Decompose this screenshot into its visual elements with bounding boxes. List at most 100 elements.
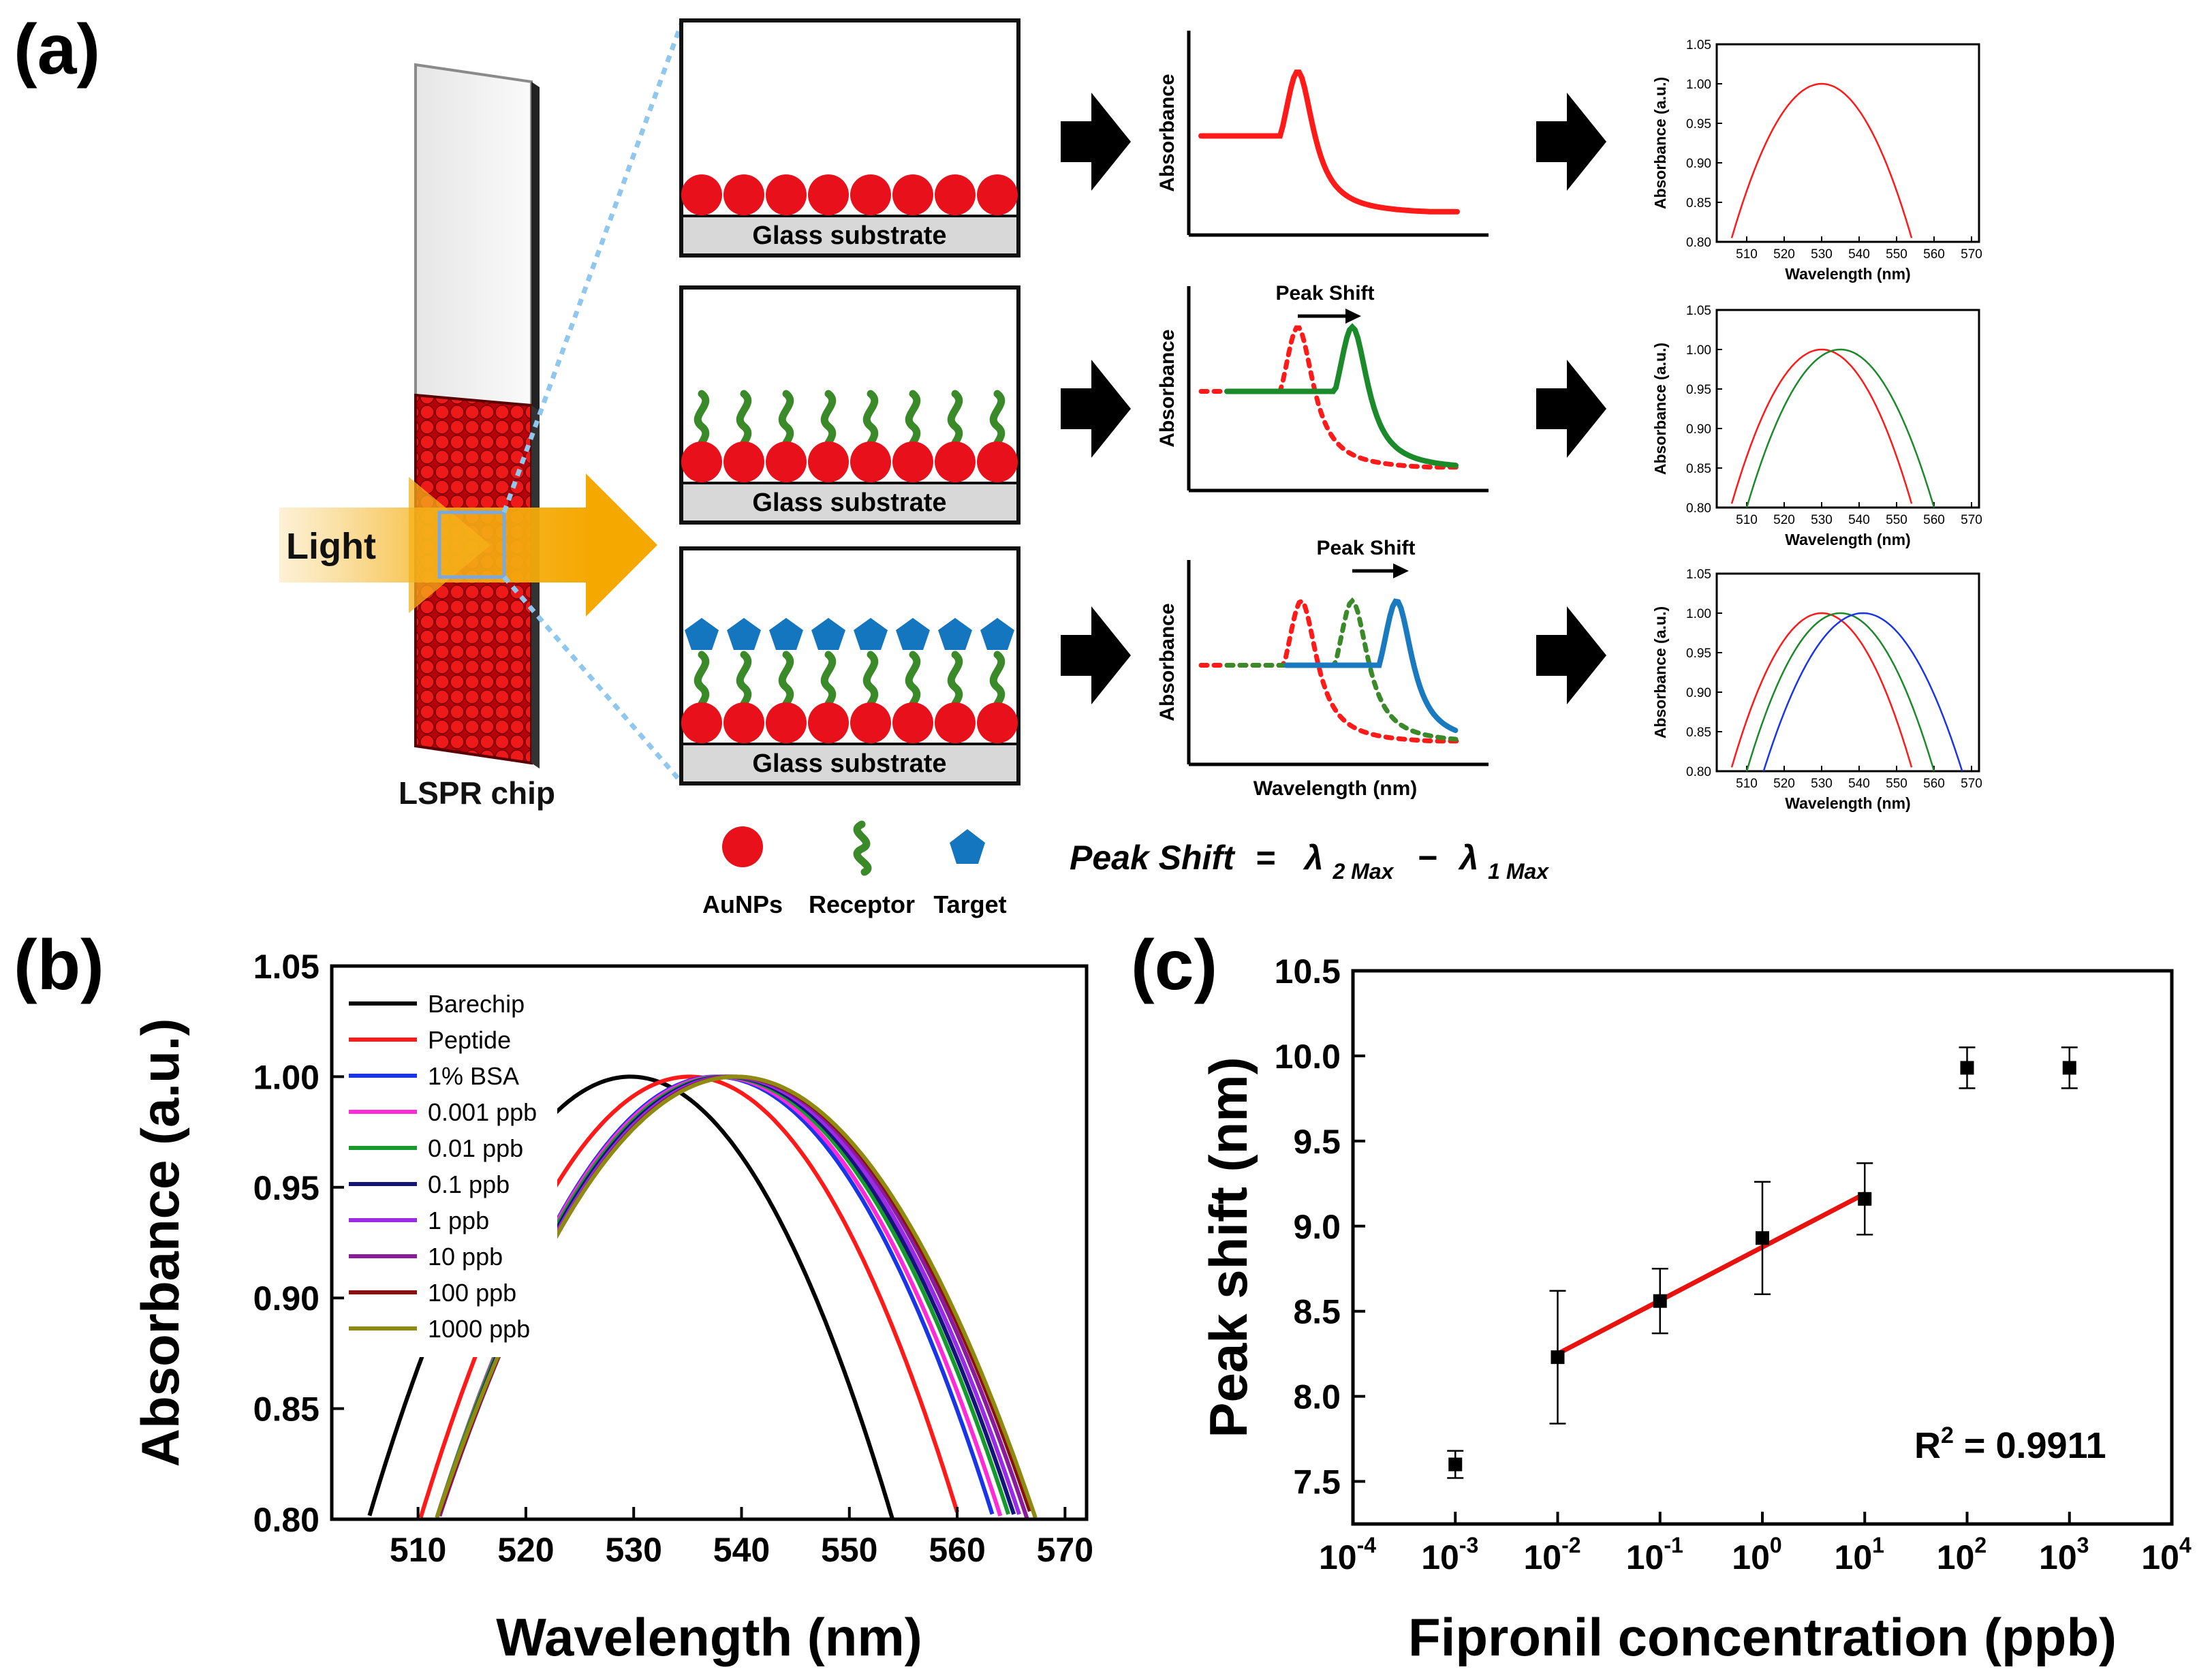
aunp-particle — [892, 702, 933, 743]
data-point-6 — [1960, 1061, 1974, 1075]
aunp-particle — [766, 441, 807, 482]
mini-absorbance-label: Absorbance — [1156, 74, 1179, 191]
y-tick-label: 0.85 — [253, 1390, 320, 1429]
small-y-tick-label: 1.05 — [1686, 38, 1711, 52]
r-squared-annotation: R2 = 0.9911 — [1914, 1422, 2106, 1466]
small-plot-frame — [1715, 572, 1980, 773]
chip-label: LSPR chip — [399, 775, 555, 811]
panel-label-b: (b) — [14, 926, 104, 1005]
chart-b-legend: Barechip Peptide 1% BSA 0.001 ppb 0.01 ppb 0.… — [341, 976, 557, 1357]
target-molecule — [854, 618, 888, 650]
legend-aunps: AuNPs — [702, 890, 783, 918]
legend-label-6: 0.1 ppb — [428, 1170, 510, 1198]
legend-label-5: 0.01 ppb — [428, 1134, 523, 1162]
data-point-5 — [1858, 1192, 1872, 1206]
target-molecule — [727, 618, 761, 650]
small-y-tick-label: 0.95 — [1686, 647, 1711, 661]
panel-label-c: (c) — [1131, 926, 1217, 1005]
data-point-4 — [1756, 1231, 1769, 1245]
aunp-particle — [977, 702, 1018, 743]
small-x-tick-label: 560 — [1923, 513, 1945, 527]
small-y-tick-label: 0.90 — [1686, 157, 1711, 171]
x-tick-label: 560 — [929, 1531, 985, 1569]
aunp-particle — [977, 441, 1018, 482]
small-y-tick-label: 0.85 — [1686, 726, 1711, 740]
small-x-tick-label: 550 — [1886, 513, 1907, 527]
x-tick-exponent: -4 — [1357, 1533, 1377, 1557]
panel-label-a: (a) — [14, 10, 100, 89]
small-y-tick-label: 0.95 — [1686, 383, 1711, 397]
mini-wavelength-label: Wavelength (nm) — [1253, 777, 1418, 800]
r2-prefix: R — [1914, 1425, 1941, 1466]
legend-label-8: 10 ppb — [428, 1243, 503, 1271]
small-x-tick-label: 540 — [1848, 247, 1870, 262]
x-tick-base: 10 — [1937, 1538, 1975, 1576]
aunp-particle — [892, 441, 933, 482]
x-tick-base: 10 — [1421, 1538, 1459, 1576]
x-tick-base: 10 — [1319, 1538, 1357, 1576]
y-tick-label: 0.90 — [253, 1279, 320, 1318]
small-plot-frame — [1715, 43, 1980, 243]
x-tick-label: 10-4 — [1319, 1533, 1376, 1576]
zoom-line-bottom — [502, 575, 683, 784]
aunp-particle — [723, 174, 764, 215]
legend-target: Target — [933, 890, 1006, 918]
target-molecule — [980, 618, 1014, 650]
x-tick-base: 10 — [1835, 1538, 1873, 1576]
small-x-axis-label: Wavelength (nm) — [1785, 531, 1910, 548]
target-molecule — [938, 618, 972, 650]
aunp-particle — [892, 174, 933, 215]
small-x-tick-label: 570 — [1961, 247, 1982, 262]
chart-b-frame — [330, 964, 1089, 1521]
mini-curve-green-dotted — [1224, 597, 1459, 742]
small-x-tick-label: 510 — [1736, 777, 1758, 791]
small-x-tick-label: 520 — [1773, 247, 1795, 262]
x-tick-label: 10-1 — [1626, 1533, 1683, 1576]
x-tick-exponent: 1 — [1872, 1533, 1884, 1557]
aunp-particle — [808, 441, 849, 482]
peak-shift-equation: Peak Shift = λ 2 Max − λ 1 Max — [1070, 839, 1549, 886]
small-y-axis-label: Absorbance (a.u.) — [1651, 77, 1669, 209]
legend-label-1: Barechip — [428, 990, 525, 1018]
glass-substrate-label: Glass substrate — [752, 221, 946, 250]
y-axis-label: Peak shift (nm) — [1198, 1057, 1258, 1437]
small-x-tick-label: 530 — [1811, 247, 1833, 262]
mini-spectrum-1: Absorbance — [1156, 31, 1489, 237]
small-x-axis-label: Wavelength (nm) — [1785, 794, 1910, 812]
glass-layer — [683, 744, 1016, 781]
x-tick-exponent: 2 — [1974, 1533, 1987, 1557]
y-axis-label: Absorbance (a.u.) — [130, 1018, 190, 1467]
process-arrow-5 — [1536, 360, 1606, 458]
aunp-icon — [722, 826, 763, 867]
small-curve-2 — [1745, 612, 1935, 772]
x-tick-label: 10-2 — [1523, 1533, 1580, 1576]
small-curve-3 — [1762, 612, 1963, 772]
small-x-tick-label: 560 — [1923, 777, 1945, 791]
mini-curve-blue — [1283, 598, 1459, 733]
small-y-tick-label: 0.80 — [1686, 236, 1711, 250]
data-point-3 — [1653, 1294, 1667, 1308]
small-curve-2 — [1745, 348, 1935, 508]
y-tick-label: 9.0 — [1293, 1208, 1341, 1246]
mini-curve-red-dotted — [1198, 597, 1460, 744]
aunp-particle — [935, 702, 976, 743]
glass-substrate-label: Glass substrate — [752, 749, 946, 778]
small-y-tick-label: 1.00 — [1686, 607, 1711, 621]
peak-shift-label: Peak Shift — [1316, 537, 1415, 559]
x-axis-label: Wavelength (nm) — [496, 1607, 922, 1667]
small-x-tick-label: 540 — [1848, 777, 1870, 791]
small-x-tick-label: 520 — [1773, 777, 1795, 791]
legend-receptor: Receptor — [809, 890, 915, 918]
x-axis-label: Fipronil concentration (ppb) — [1408, 1607, 2117, 1667]
x-tick-exponent: -2 — [1561, 1533, 1580, 1557]
small-x-tick-label: 550 — [1886, 247, 1907, 262]
aunp-particle — [681, 702, 722, 743]
small-x-tick-label: 560 — [1923, 247, 1945, 262]
eq-minus: − — [1418, 839, 1437, 877]
small-y-tick-label: 1.05 — [1686, 567, 1711, 582]
peak-shift-arrow-head — [1393, 563, 1409, 578]
aunp-particle — [766, 702, 807, 743]
y-tick-label: 9.5 — [1293, 1123, 1341, 1161]
x-tick-base: 10 — [1523, 1538, 1561, 1576]
y-tick-label: 10.5 — [1275, 952, 1341, 991]
